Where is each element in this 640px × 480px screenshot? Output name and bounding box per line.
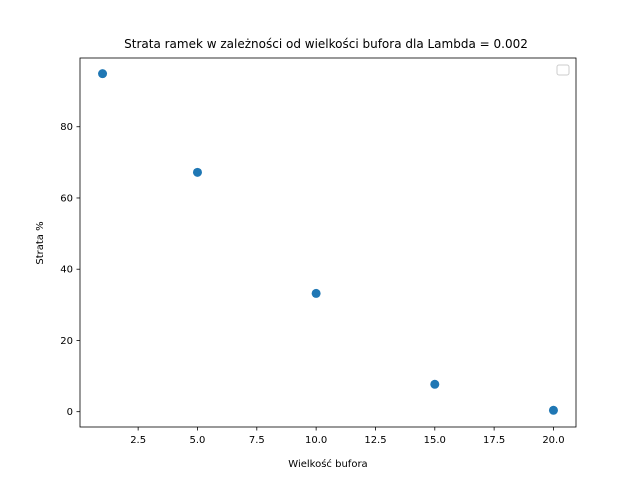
chart-title: Strata ramek w zależności od wielkości b…	[124, 37, 528, 51]
x-axis-label: Wielkość bufora	[288, 458, 367, 470]
x-tick-label: 7.5	[249, 435, 265, 446]
y-tick-label: 0	[67, 407, 73, 418]
x-tick-label: 20.0	[542, 435, 564, 446]
y-axis-label: Strata %	[35, 221, 46, 264]
axes-frame	[79, 57, 577, 428]
x-tick-label: 17.5	[483, 435, 505, 446]
data-point	[548, 405, 558, 415]
data-point	[192, 167, 202, 177]
y-tick-label: 40	[60, 265, 73, 276]
data-point	[98, 69, 108, 79]
y-axis-ticks: 0 20 40 60 80	[60, 122, 80, 418]
x-tick-label: 12.5	[364, 435, 386, 446]
x-tick-label: 15.0	[424, 435, 446, 446]
y-tick-label: 60	[60, 193, 73, 204]
x-axis-ticks: 2.5 5.0 7.5 10.0 12.5 15.0 17.5 20.0	[130, 427, 565, 446]
plot-area	[79, 57, 577, 428]
data-point	[311, 288, 321, 298]
x-tick-label: 2.5	[130, 435, 146, 446]
legend-box	[556, 64, 570, 76]
x-tick-label: 5.0	[190, 435, 206, 446]
data-points	[98, 69, 558, 415]
data-point	[430, 379, 440, 389]
x-tick-label: 10.0	[305, 435, 327, 446]
y-tick-label: 20	[60, 336, 73, 347]
y-tick-label: 80	[60, 122, 73, 133]
